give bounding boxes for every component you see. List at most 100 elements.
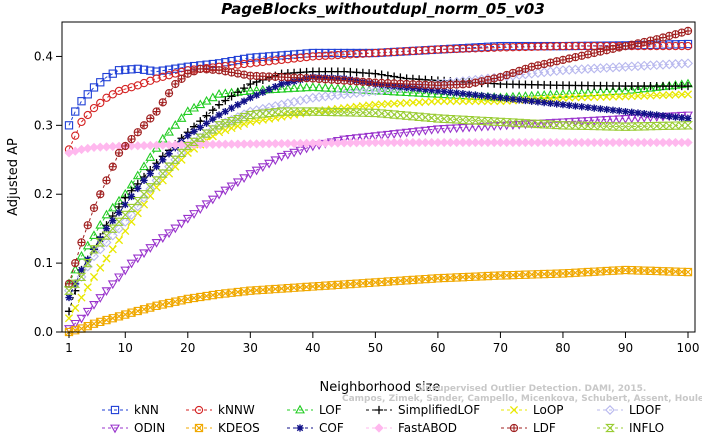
legend-item-knn: kNN — [102, 403, 159, 417]
data-point — [145, 184, 156, 195]
data-point — [458, 137, 468, 148]
data-point — [414, 87, 425, 97]
series-inflo — [64, 107, 693, 295]
data-point — [658, 91, 668, 100]
data-point — [164, 169, 174, 178]
legend-marker — [194, 405, 204, 415]
data-point — [509, 95, 517, 103]
data-point — [490, 43, 499, 52]
legend-item-knnw: kNNW — [186, 403, 255, 417]
data-point — [634, 109, 642, 117]
y-axis-label: Adjusted AP — [6, 138, 21, 216]
data-point — [434, 87, 442, 95]
data-point — [126, 203, 137, 213]
data-point — [289, 107, 300, 116]
series-knnw — [64, 41, 693, 154]
data-point — [395, 137, 406, 148]
data-point — [276, 107, 287, 116]
data-point — [214, 89, 225, 98]
data-point — [421, 97, 430, 106]
data-point — [83, 90, 92, 99]
data-point — [171, 79, 180, 89]
data-point — [214, 121, 224, 130]
data-point — [233, 121, 242, 131]
data-point — [489, 137, 499, 148]
data-point — [326, 107, 337, 117]
data-point — [64, 325, 74, 334]
legend-marker — [605, 423, 615, 433]
data-point — [252, 58, 261, 67]
legend-marker — [605, 405, 615, 415]
data-point — [308, 52, 317, 61]
data-point — [107, 224, 118, 233]
data-point — [471, 44, 480, 53]
data-point — [232, 178, 243, 188]
data-point — [164, 71, 174, 80]
data-point — [596, 105, 605, 113]
data-point — [420, 88, 431, 98]
data-point — [589, 116, 600, 126]
data-point — [276, 152, 287, 162]
data-point — [239, 84, 249, 93]
data-point — [251, 139, 262, 149]
data-point — [508, 137, 518, 148]
data-point — [489, 117, 500, 126]
data-point — [151, 176, 162, 185]
data-point — [351, 138, 362, 148]
legend-label: LDF — [533, 421, 556, 434]
data-point — [332, 107, 343, 117]
data-point — [264, 57, 274, 66]
data-point — [558, 93, 568, 102]
data-point — [677, 90, 686, 99]
data-point — [464, 137, 474, 148]
data-point — [658, 41, 668, 51]
x-tick-label: 40 — [305, 341, 320, 355]
x-tick-label: 1 — [65, 341, 73, 355]
data-point — [346, 50, 355, 59]
data-point — [628, 108, 636, 116]
data-point — [227, 124, 236, 133]
data-point — [108, 245, 117, 254]
data-point — [184, 132, 192, 140]
data-point — [176, 219, 187, 229]
data-point — [151, 239, 162, 248]
data-point — [583, 121, 593, 131]
data-point — [426, 88, 437, 98]
data-point — [121, 141, 130, 151]
data-point — [546, 42, 555, 51]
data-point — [395, 129, 406, 139]
data-point — [114, 148, 124, 158]
data-point — [565, 41, 574, 51]
data-point — [77, 97, 86, 106]
data-point — [170, 154, 181, 165]
data-point — [452, 44, 461, 54]
data-point — [671, 90, 680, 99]
data-point — [246, 94, 254, 102]
data-point — [652, 35, 661, 44]
data-point — [289, 148, 300, 158]
data-point — [665, 41, 674, 51]
data-point — [528, 97, 536, 105]
data-point — [208, 139, 218, 149]
data-point — [259, 88, 267, 96]
data-point — [527, 137, 537, 148]
data-point — [109, 217, 117, 225]
data-point — [333, 50, 343, 60]
data-point — [596, 92, 605, 102]
data-point — [295, 107, 306, 116]
data-point — [395, 86, 406, 96]
data-point — [396, 47, 405, 56]
data-point — [670, 121, 681, 130]
legend-item-inflo: INFLO — [597, 421, 664, 434]
data-point — [358, 49, 368, 58]
data-point — [640, 91, 649, 100]
data-point — [127, 65, 136, 74]
data-point — [89, 83, 99, 92]
data-point — [282, 150, 293, 160]
data-point — [246, 79, 255, 89]
data-point — [139, 249, 149, 259]
data-point — [570, 88, 581, 98]
data-point — [276, 83, 287, 93]
data-point — [489, 122, 500, 131]
data-point — [145, 152, 156, 161]
